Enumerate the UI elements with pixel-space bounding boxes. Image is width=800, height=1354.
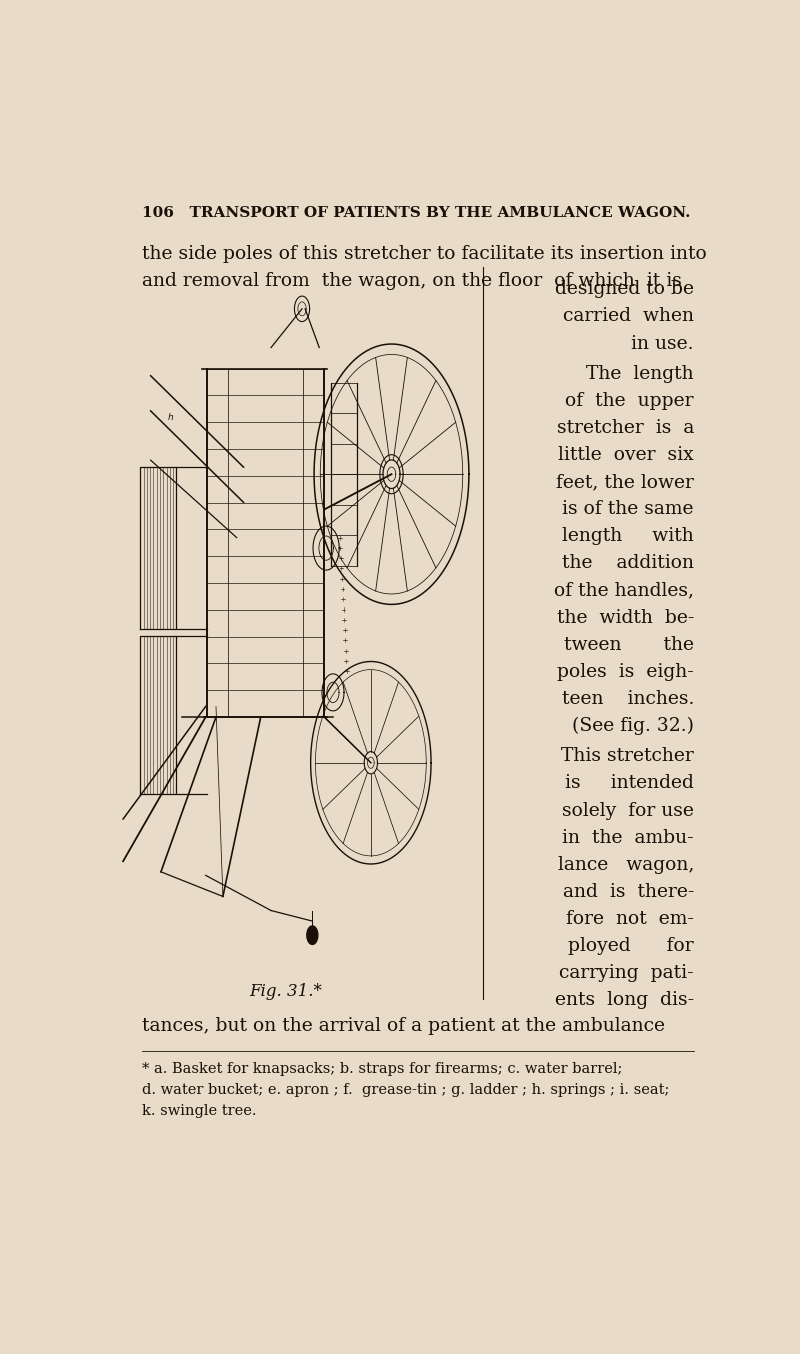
Text: the side poles of this stretcher to facilitate its insertion into: the side poles of this stretcher to faci… xyxy=(142,245,707,263)
Text: k. swingle tree.: k. swingle tree. xyxy=(142,1104,257,1118)
Text: carrying  pati-: carrying pati- xyxy=(559,964,694,982)
Text: This stretcher: This stretcher xyxy=(562,747,694,765)
Text: 106   TRANSPORT OF PATIENTS BY THE AMBULANCE WAGON.: 106 TRANSPORT OF PATIENTS BY THE AMBULAN… xyxy=(142,206,690,221)
Text: poles  is  eigh-: poles is eigh- xyxy=(558,663,694,681)
Text: ents  long  dis-: ents long dis- xyxy=(555,991,694,1009)
Text: * a. Basket for knapsacks; b. straps for firearms; c. water barrel;: * a. Basket for knapsacks; b. straps for… xyxy=(142,1063,622,1076)
Text: and  is  there-: and is there- xyxy=(562,883,694,900)
Text: of the handles,: of the handles, xyxy=(554,582,694,600)
Text: little  over  six: little over six xyxy=(558,445,694,464)
Text: in use.: in use. xyxy=(631,334,694,352)
Text: the  width  be-: the width be- xyxy=(557,609,694,627)
Text: (See fig. 32.): (See fig. 32.) xyxy=(572,718,694,735)
Text: tween       the: tween the xyxy=(564,636,694,654)
Text: solely  for use: solely for use xyxy=(562,802,694,819)
Text: length     with: length with xyxy=(562,527,694,546)
Text: carried  when: carried when xyxy=(563,307,694,325)
Text: the    addition: the addition xyxy=(562,555,694,573)
Text: of  the  upper: of the upper xyxy=(566,391,694,410)
Text: d. water bucket; e. apron ; f.  grease-tin ; g. ladder ; h. springs ; i. seat;: d. water bucket; e. apron ; f. grease-ti… xyxy=(142,1083,670,1097)
Text: feet, the lower: feet, the lower xyxy=(556,473,694,492)
Text: h: h xyxy=(168,413,174,422)
Text: ployed      for: ployed for xyxy=(568,937,694,955)
Text: Fig. 31.*: Fig. 31.* xyxy=(250,983,322,1001)
Text: in  the  ambu-: in the ambu- xyxy=(562,829,694,846)
Text: is of the same: is of the same xyxy=(562,500,694,519)
Text: The  length: The length xyxy=(586,364,694,383)
Polygon shape xyxy=(307,926,318,945)
Text: is     intended: is intended xyxy=(565,774,694,792)
Text: designed to be: designed to be xyxy=(555,280,694,298)
Text: fore  not  em-: fore not em- xyxy=(566,910,694,927)
Text: tances, but on the arrival of a patient at the ambulance: tances, but on the arrival of a patient … xyxy=(142,1017,665,1036)
Text: stretcher  is  a: stretcher is a xyxy=(557,418,694,437)
Text: lance   wagon,: lance wagon, xyxy=(558,856,694,873)
Text: teen    inches.: teen inches. xyxy=(562,691,694,708)
Text: and removal from  the wagon, on the floor  of which  it is: and removal from the wagon, on the floor… xyxy=(142,272,682,290)
